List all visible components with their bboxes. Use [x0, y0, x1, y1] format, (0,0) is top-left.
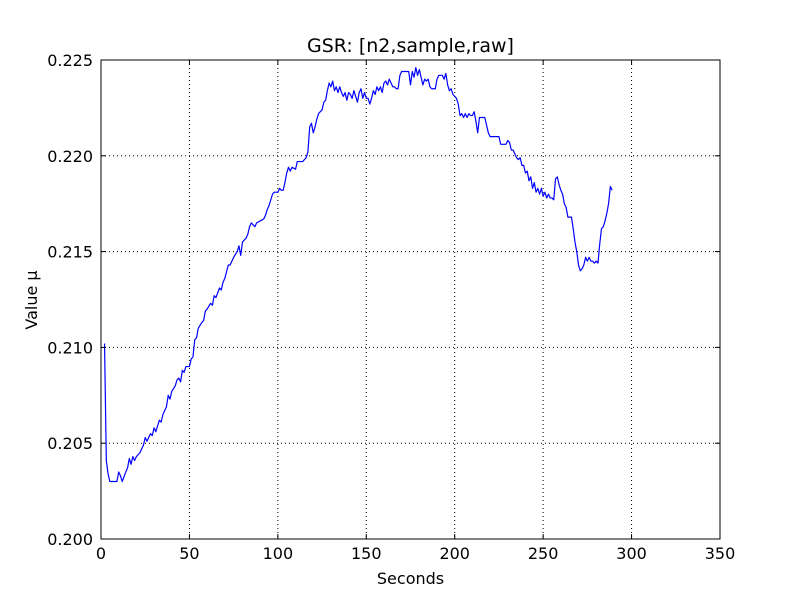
series-line [103, 67, 613, 483]
x-tick-label: 300 [616, 544, 647, 563]
series-layer [103, 67, 613, 483]
y-axis-title: Value µ [22, 270, 41, 329]
x-tick-label: 100 [263, 544, 294, 563]
x-tick-label: 150 [351, 544, 382, 563]
plot-area-frame [100, 59, 721, 540]
y-axis-tick-labels: 0.200 0.205 0.210 0.215 0.220 0.225 [47, 51, 93, 549]
axis-ticks [100, 59, 721, 540]
y-tick-label: 0.200 [47, 530, 93, 549]
x-tick-label: 0 [96, 544, 106, 563]
chart-title: GSR: [n2,sample,raw] [307, 35, 514, 57]
y-tick-label: 0.215 [47, 243, 93, 262]
x-tick-label: 350 [705, 544, 736, 563]
y-tick-label: 0.220 [47, 147, 93, 166]
x-tick-label: 50 [179, 544, 199, 563]
x-tick-label: 250 [528, 544, 559, 563]
x-axis-tick-labels: 0 50 100 150 200 250 300 350 [96, 544, 735, 563]
y-tick-label: 0.225 [47, 51, 93, 70]
x-tick-label: 200 [439, 544, 470, 563]
y-tick-label: 0.210 [47, 338, 93, 357]
y-tick-label: 0.205 [47, 434, 93, 453]
x-axis-title: Seconds [377, 569, 444, 588]
